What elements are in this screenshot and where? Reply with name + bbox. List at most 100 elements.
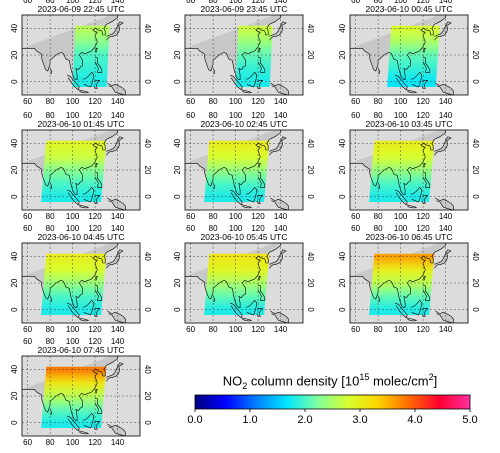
coastline (422, 48, 426, 53)
no2-swath (387, 25, 440, 87)
coastline (269, 249, 287, 269)
colorbar-title: NO2 column density [1015 molec/cm2] (222, 372, 438, 391)
coastline (107, 82, 126, 95)
y-tick-label-left: 20 (10, 165, 19, 174)
coastline (270, 197, 289, 210)
y-tick-label-right: 20 (143, 166, 152, 175)
y-tick-label-left: 0 (10, 307, 19, 312)
y-tick-label-left: 0 (338, 79, 347, 84)
x-tick-label-top: 60 (23, 337, 32, 346)
x-tick-label-bottom: 60 (351, 212, 360, 221)
x-tick-label-bottom: 80 (209, 212, 218, 221)
x-tick-label-top: 80 (209, 111, 218, 120)
y-tick-label-right: 40 (306, 139, 315, 148)
no2-swath (72, 25, 110, 87)
y-tick-label-right: 20 (143, 51, 152, 60)
x-tick-label-bottom: 140 (111, 438, 125, 447)
x-tick-label-bottom: 120 (416, 325, 430, 334)
x-tick-label-top: 100 (394, 224, 408, 233)
coastline (269, 136, 287, 156)
y-tick-label-left: 20 (173, 165, 182, 174)
x-tick-label-bottom: 120 (416, 97, 430, 106)
coastline (78, 430, 90, 435)
x-tick-label-bottom: 60 (23, 97, 32, 106)
y-tick-label-right: 40 (306, 24, 315, 33)
x-tick-label-top: 120 (416, 0, 430, 5)
y-tick-label-right: 0 (143, 79, 152, 84)
coastline (257, 285, 266, 301)
x-tick-label-top: 100 (229, 111, 243, 120)
y-tick-label-left: 40 (10, 138, 19, 147)
coastline (256, 195, 264, 204)
y-tick-label-left: 40 (173, 251, 182, 260)
y-tick-label-right: 0 (306, 194, 315, 199)
map-frame (21, 14, 141, 96)
x-tick-label-bottom: 140 (111, 325, 125, 334)
x-tick-label-bottom: 140 (439, 325, 453, 334)
y-tick-label-right: 40 (471, 139, 480, 148)
land-fill (106, 249, 124, 269)
coastline (78, 204, 90, 209)
no2-swath (204, 253, 270, 315)
x-tick-label-top: 80 (209, 0, 218, 5)
coastline (94, 276, 98, 281)
panel-title: 2023-06-10 00:45 UTC (366, 4, 453, 14)
panel-title: 2023-06-10 05:45 UTC (201, 232, 288, 242)
coastline (93, 421, 101, 430)
y-tick-label-left: 40 (338, 138, 347, 147)
x-tick-label-bottom: 80 (374, 97, 383, 106)
x-tick-label-top: 80 (374, 0, 383, 5)
y-tick-label-right: 20 (306, 279, 315, 288)
y-tick-label-left: 20 (10, 278, 19, 287)
x-tick-label-bottom: 140 (439, 97, 453, 106)
x-tick-label-bottom: 100 (229, 97, 243, 106)
x-tick-label-bottom: 80 (46, 438, 55, 447)
x-tick-label-top: 60 (23, 0, 32, 5)
x-tick-label-bottom: 120 (88, 325, 102, 334)
y-tick-label-right: 40 (143, 252, 152, 261)
x-tick-label-top: 140 (274, 111, 288, 120)
coastline (49, 68, 53, 75)
map-panel: 2023-06-10 04:45 UTC 60 60 80 80 100 100 120 120… (10, 224, 152, 334)
x-tick-label-bottom: 80 (46, 212, 55, 221)
coastline (434, 136, 452, 156)
coastline (106, 136, 124, 156)
coastline (421, 80, 429, 89)
x-tick-label-bottom: 100 (66, 212, 80, 221)
y-tick-label-right: 0 (143, 420, 152, 425)
y-tick-label-right: 40 (306, 252, 315, 261)
panel-title: 2023-06-10 02:45 UTC (201, 119, 288, 129)
x-tick-label-top: 80 (46, 111, 55, 120)
x-tick-label-top: 80 (46, 337, 55, 346)
x-tick-label-top: 80 (46, 224, 55, 233)
x-tick-label-top: 140 (274, 224, 288, 233)
panel-title: 2023-06-10 07:45 UTC (38, 345, 125, 355)
x-tick-label-bottom: 120 (416, 212, 430, 221)
coastline (377, 183, 381, 190)
x-tick-label-top: 100 (66, 0, 80, 5)
panel-title: 2023-06-10 03:45 UTC (366, 119, 453, 129)
x-tick-label-bottom: 100 (66, 438, 80, 447)
x-tick-label-top: 80 (374, 111, 383, 120)
y-tick-label-right: 40 (471, 252, 480, 261)
coastline (94, 48, 98, 53)
coastline (421, 195, 429, 204)
y-tick-label-left: 0 (173, 194, 182, 199)
no2-swath (204, 140, 270, 202)
coastline (82, 299, 95, 316)
y-tick-label-left: 20 (338, 50, 347, 59)
coastline (245, 71, 258, 88)
coastline (78, 317, 90, 322)
x-tick-label-top: 80 (374, 224, 383, 233)
y-tick-label-left: 0 (173, 307, 182, 312)
coastline (241, 89, 253, 94)
x-tick-label-bottom: 80 (374, 212, 383, 221)
colorbar: 0.0 1.0 2.0 3.0 4.0 5.0 (187, 394, 478, 426)
coastline (94, 57, 103, 73)
y-tick-label-right: 40 (143, 24, 152, 33)
y-tick-label-left: 20 (338, 165, 347, 174)
y-tick-label-left: 20 (10, 50, 19, 59)
y-tick-label-right: 0 (471, 194, 480, 199)
x-tick-label-top: 120 (88, 224, 102, 233)
y-tick-label-left: 0 (338, 307, 347, 312)
